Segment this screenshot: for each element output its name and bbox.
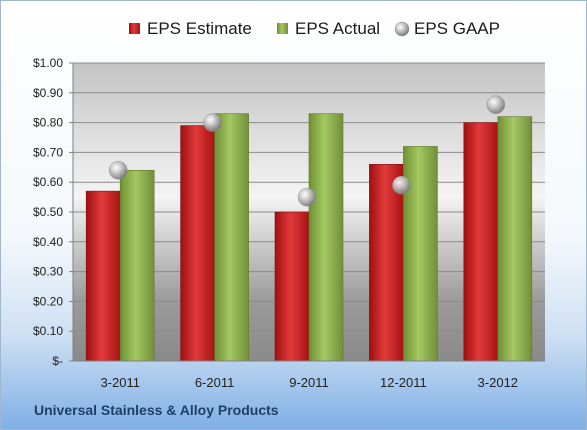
legend: EPS Estimate EPS Actual EPS GAAP xyxy=(129,19,500,38)
legend-swatch-0 xyxy=(129,23,140,34)
bars xyxy=(85,113,533,362)
marker-gaap-9-2011 xyxy=(297,187,317,207)
marker-gaap-12-2011 xyxy=(392,175,411,195)
y-tick-label-2: $0.20 xyxy=(33,294,63,308)
legend-label-1: EPS Actual xyxy=(295,19,380,38)
legend-swatch-1 xyxy=(277,23,288,34)
y-tick-label-6: $0.60 xyxy=(33,175,63,189)
bar-actual-3-2011 xyxy=(119,169,155,362)
y-tick-label-0: $- xyxy=(52,354,63,368)
marker-gaap-6-2011 xyxy=(203,113,222,132)
bar-estimate-3-2012 xyxy=(463,122,499,362)
y-tick-label-4: $0.40 xyxy=(33,235,63,249)
marker-gaap-3-2012 xyxy=(486,95,506,114)
y-tick-label-10: $1.00 xyxy=(33,56,63,70)
bar-estimate-12-2011 xyxy=(369,164,404,362)
bar-actual-3-2012 xyxy=(497,116,533,362)
x-tick-label-2: 9-2011 xyxy=(289,375,329,390)
bar-estimate-6-2011 xyxy=(180,125,215,362)
legend-swatch-2 xyxy=(394,21,410,37)
legend-label-0: EPS Estimate xyxy=(147,19,252,38)
x-tick-label-0: 3-2011 xyxy=(100,375,140,390)
legend-item-2: EPS GAAP xyxy=(394,19,500,38)
x-tick-label-4: 3-2012 xyxy=(478,375,518,390)
y-tick-label-3: $0.30 xyxy=(33,265,63,279)
y-tick-label-5: $0.50 xyxy=(33,205,63,219)
y-axis: $- $0.10 $0.20 $0.30 $0.40 $0.50 $0.60 $0.70 $0.… xyxy=(33,56,74,368)
bar-estimate-9-2011 xyxy=(274,211,310,362)
bar-actual-12-2011 xyxy=(403,146,438,362)
bar-estimate-3-2011 xyxy=(85,190,121,362)
legend-item-0: EPS Estimate xyxy=(129,19,252,38)
x-tick-label-1: 6-2011 xyxy=(195,375,235,390)
y-tick-label-8: $0.80 xyxy=(33,116,63,130)
legend-label-2: EPS GAAP xyxy=(414,19,500,38)
x-tick-label-3: 12-2011 xyxy=(380,375,427,390)
bar-actual-9-2011 xyxy=(308,113,344,362)
x-axis: 3-2011 6-2011 9-2011 12-2011 3-2012 xyxy=(73,360,545,390)
company-name: Universal Stainless & Alloy Products xyxy=(34,402,279,418)
gaap-markers xyxy=(108,95,506,207)
y-tick-label-7: $0.70 xyxy=(33,145,63,159)
y-tick-label-1: $0.10 xyxy=(33,324,63,338)
legend-item-1: EPS Actual xyxy=(277,19,380,38)
bar-actual-6-2011 xyxy=(214,113,249,362)
marker-gaap-3-2011 xyxy=(108,161,128,180)
y-tick-label-9: $0.90 xyxy=(33,86,63,100)
